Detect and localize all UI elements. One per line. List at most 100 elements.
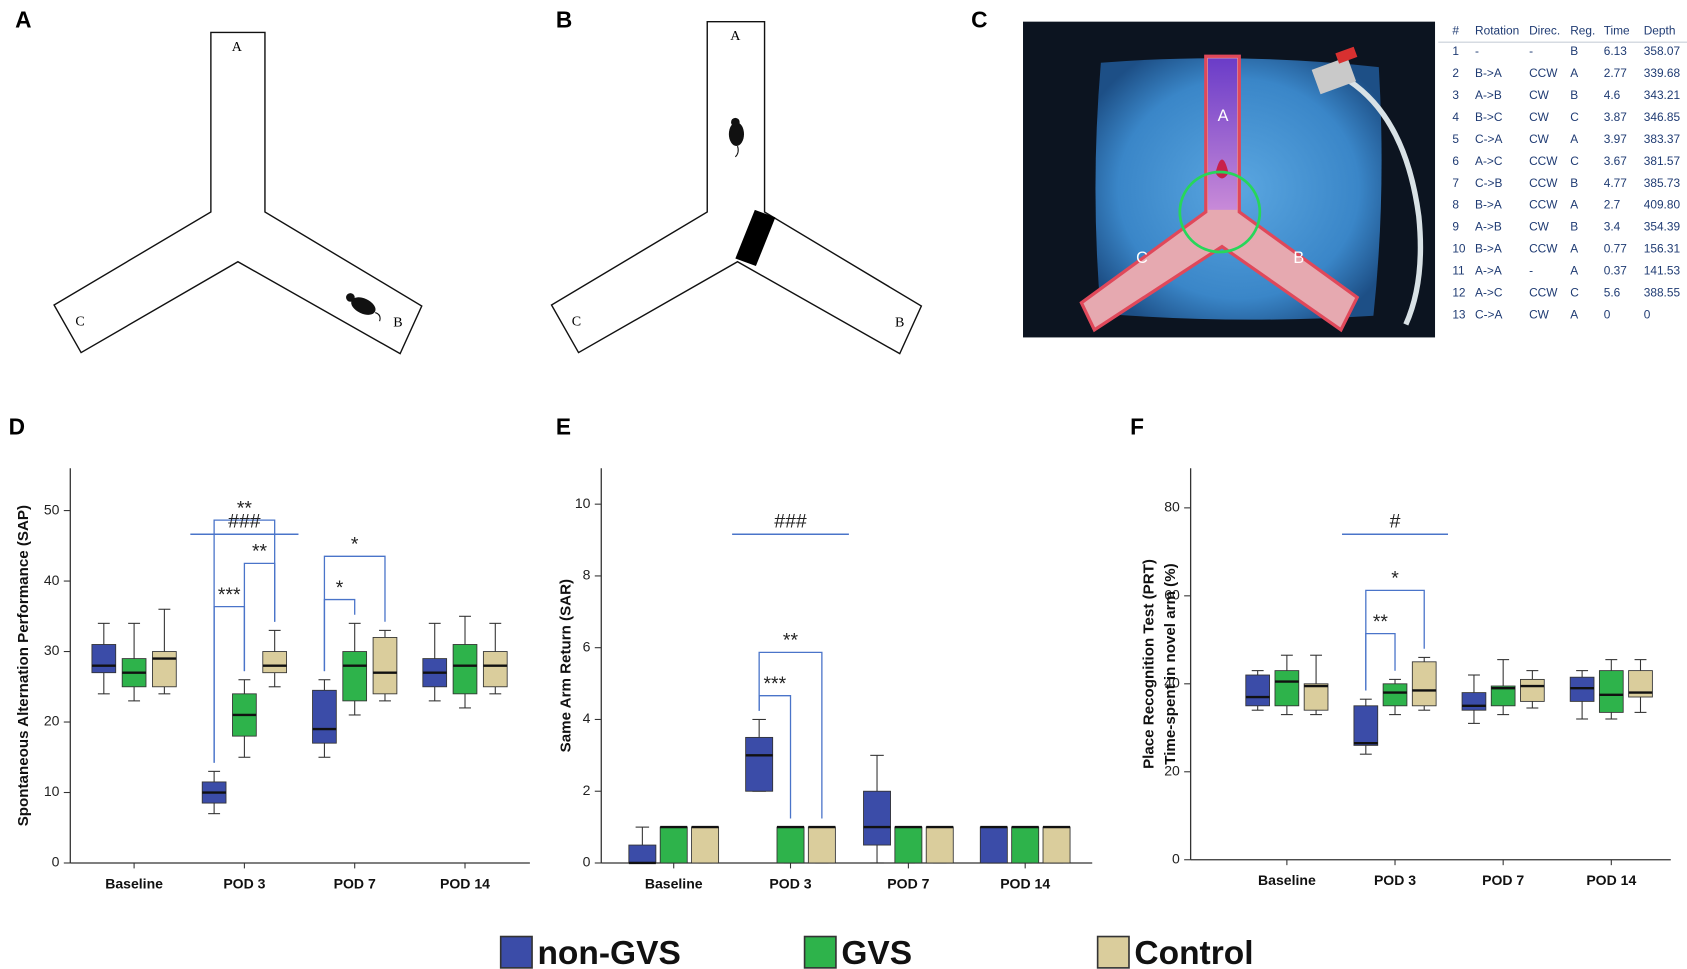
table-cell: A->B bbox=[1475, 88, 1502, 102]
table-cell: 5 bbox=[1452, 132, 1459, 146]
y-tick-label: 80 bbox=[1164, 499, 1180, 515]
box bbox=[1245, 674, 1271, 707]
box bbox=[691, 826, 720, 864]
table-cell: 346.85 bbox=[1644, 110, 1681, 124]
y-tick-label: 40 bbox=[44, 572, 60, 588]
table-cell: 141.53 bbox=[1644, 264, 1681, 278]
arm-label: A bbox=[1218, 107, 1229, 125]
table-cell: 11 bbox=[1452, 264, 1465, 278]
table-cell: 409.80 bbox=[1644, 198, 1681, 212]
box bbox=[91, 644, 117, 674]
y-tick-label: 20 bbox=[1164, 762, 1180, 778]
table-cell: 12 bbox=[1452, 286, 1465, 300]
panel-label: E bbox=[556, 413, 571, 439]
table-cell: 383.37 bbox=[1644, 132, 1680, 146]
table-cell: - bbox=[1529, 44, 1533, 58]
table-header: Depth bbox=[1644, 24, 1676, 38]
box bbox=[1274, 670, 1300, 707]
table-cell: 3 bbox=[1452, 88, 1459, 102]
arm-label: A bbox=[232, 39, 243, 55]
y-tick-label: 8 bbox=[583, 567, 591, 583]
y-tick-label: 0 bbox=[583, 854, 591, 870]
table-header: Rotation bbox=[1475, 24, 1519, 38]
significance-bracket bbox=[323, 555, 386, 672]
table-cell: 2 bbox=[1452, 66, 1459, 80]
group-label: ### bbox=[228, 510, 261, 532]
table-cell: 354.39 bbox=[1644, 220, 1681, 234]
x-tick-label: POD 7 bbox=[1482, 872, 1524, 888]
table-header: Direc. bbox=[1529, 24, 1560, 38]
table-cell: A bbox=[1570, 264, 1578, 278]
significance-bracket bbox=[758, 651, 823, 819]
y-tick-label: 10 bbox=[44, 783, 60, 799]
mouse-icon bbox=[346, 293, 381, 322]
box bbox=[312, 689, 337, 744]
tracking-photo bbox=[1023, 21, 1436, 338]
x-tick-label: POD 7 bbox=[887, 875, 929, 891]
table-header: Time bbox=[1604, 24, 1630, 38]
table-cell: C->B bbox=[1475, 176, 1502, 190]
legend-label: non-GVS bbox=[537, 935, 680, 969]
table-cell: CW bbox=[1529, 132, 1550, 146]
tracking-table: # Rotation Direc. Reg. Time Depth 1 - - B 6.13 358.… bbox=[1438, 24, 1687, 322]
table-cell: 0.77 bbox=[1604, 242, 1627, 256]
x-tick-label: POD 3 bbox=[769, 875, 811, 891]
table-cell: 5.6 bbox=[1604, 286, 1621, 300]
significance-label: ** bbox=[783, 630, 799, 652]
box bbox=[372, 637, 398, 695]
box bbox=[925, 826, 954, 864]
box bbox=[1011, 826, 1040, 864]
significance-label: *** bbox=[218, 584, 241, 606]
table-cell: CCW bbox=[1529, 242, 1558, 256]
significance-label: ** bbox=[252, 541, 268, 563]
arm-label: B bbox=[393, 315, 402, 331]
table-cell: CCW bbox=[1529, 154, 1558, 168]
table-cell: 4.77 bbox=[1604, 176, 1627, 190]
y-tick-label: 10 bbox=[575, 495, 591, 511]
table-cell: 10 bbox=[1452, 242, 1466, 256]
group-label: # bbox=[1390, 510, 1401, 532]
box bbox=[1042, 826, 1071, 864]
y-tick-label: 50 bbox=[44, 501, 60, 517]
panel-label: B bbox=[556, 7, 572, 33]
legend-label: Control bbox=[1134, 935, 1253, 969]
table-cell: CCW bbox=[1529, 176, 1558, 190]
y-tick-label: 0 bbox=[1172, 850, 1180, 866]
box bbox=[863, 790, 891, 846]
table-cell: C->A bbox=[1475, 308, 1502, 322]
y-tick-label: 20 bbox=[44, 713, 60, 729]
x-tick-label: POD 3 bbox=[223, 875, 265, 891]
significance-label: ** bbox=[237, 497, 253, 519]
box bbox=[152, 651, 177, 688]
table-cell: B bbox=[1570, 220, 1578, 234]
box bbox=[894, 826, 923, 864]
y-tick-label: 60 bbox=[1164, 587, 1180, 603]
x-tick-label: POD 14 bbox=[440, 875, 490, 891]
table-header: # bbox=[1452, 24, 1459, 38]
y-axis-label: Same Arm Return (SAR) bbox=[558, 579, 575, 752]
panel-label: C bbox=[971, 7, 987, 33]
table-cell: 358.07 bbox=[1644, 44, 1680, 58]
legend-swatch bbox=[499, 935, 533, 969]
box bbox=[628, 844, 657, 864]
table-cell: 2.77 bbox=[1604, 66, 1627, 80]
table-cell: 0 bbox=[1604, 308, 1611, 322]
panel-label: D bbox=[9, 413, 25, 439]
box bbox=[1490, 685, 1516, 707]
table-cell: - bbox=[1529, 264, 1533, 278]
table-cell: 1 bbox=[1452, 44, 1459, 58]
table-cell: C bbox=[1570, 286, 1579, 300]
box bbox=[979, 826, 1008, 864]
table-cell: A->B bbox=[1475, 220, 1502, 234]
box bbox=[1382, 683, 1408, 707]
table-cell: - bbox=[1475, 44, 1479, 58]
x-tick-label: POD 14 bbox=[1000, 875, 1050, 891]
table-cell: 0.37 bbox=[1604, 264, 1627, 278]
table-cell: B->A bbox=[1475, 66, 1502, 80]
legend-swatch bbox=[1096, 935, 1130, 969]
box bbox=[745, 736, 774, 792]
significance-label: *** bbox=[763, 673, 786, 695]
table-cell: A->C bbox=[1475, 154, 1503, 168]
significance-label: * bbox=[1391, 568, 1399, 590]
